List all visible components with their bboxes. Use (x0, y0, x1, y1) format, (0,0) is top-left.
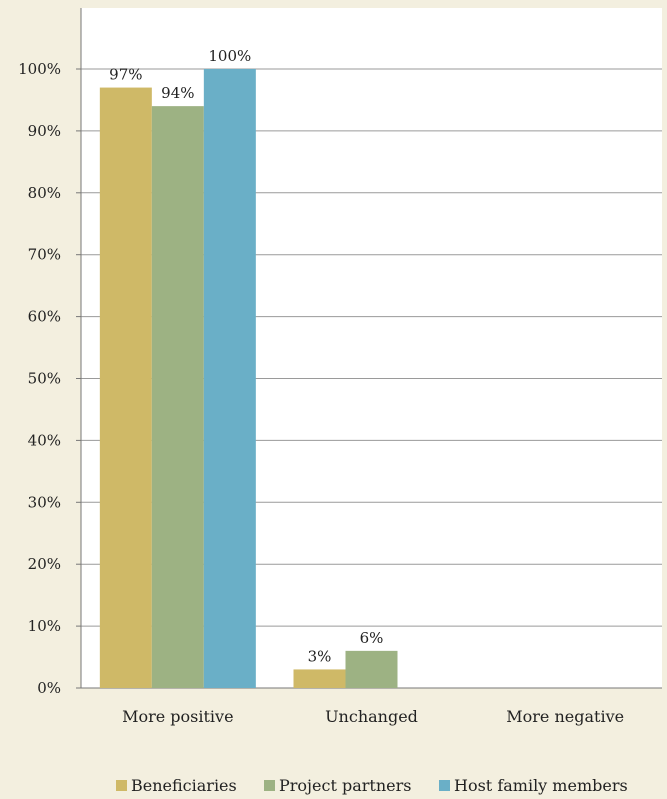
legend-swatch (264, 780, 275, 791)
y-tick-label: 60% (28, 308, 61, 326)
bar (204, 69, 256, 688)
legend: Beneficiaries Project partners Host family… (0, 776, 667, 798)
data-label: 94% (161, 84, 194, 102)
legend-label: Beneficiaries (131, 776, 237, 795)
y-tick-label: 40% (28, 431, 61, 449)
y-tick-label: 10% (28, 617, 61, 635)
y-tick-label: 30% (28, 493, 61, 511)
bar-chart-plot: 0% 10% 20% 30% 40% 50% 60% 70% 80% 90% 100% 97% 94% 1… (0, 0, 667, 780)
data-label: 6% (360, 629, 384, 647)
bar (100, 88, 152, 688)
legend-item: Host family members (439, 776, 628, 795)
y-tick-label: 0% (37, 679, 61, 697)
y-tick-label: 100% (18, 60, 61, 78)
x-category-label: More negative (506, 707, 624, 726)
bar (346, 651, 398, 688)
data-label: 100% (208, 47, 251, 65)
y-tick-label: 80% (28, 184, 61, 202)
data-label: 3% (308, 647, 332, 665)
bar (152, 106, 204, 688)
y-tick-label: 50% (28, 370, 61, 388)
legend-swatch (439, 780, 450, 791)
legend-item: Project partners (264, 776, 411, 795)
y-tick-label: 70% (28, 246, 61, 264)
x-category-label: Unchanged (325, 707, 418, 726)
x-category-label: More positive (122, 707, 233, 726)
legend-item: Beneficiaries (116, 776, 237, 795)
y-tick-label: 20% (28, 555, 61, 573)
legend-swatch (116, 780, 127, 791)
y-tick-label: 90% (28, 122, 61, 140)
legend-label: Host family members (454, 776, 628, 795)
bar (294, 669, 346, 688)
legend-label: Project partners (279, 776, 411, 795)
data-label: 97% (109, 66, 142, 84)
